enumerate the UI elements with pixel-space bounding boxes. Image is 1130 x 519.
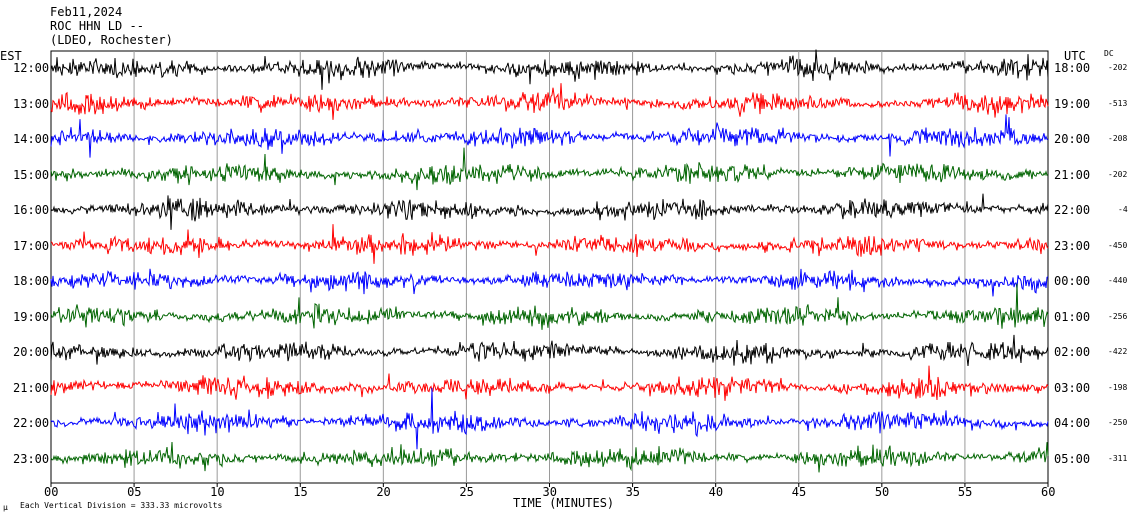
- x-tick-label: 50: [874, 485, 890, 499]
- scale-note: Each Vertical Division = 333.33 microvol…: [20, 501, 223, 510]
- row-label-est: 17:00: [13, 238, 50, 253]
- trace-line: [50, 283, 1049, 330]
- x-axis-title: TIME (MINUTES): [513, 496, 615, 510]
- row-label-utc: 04:00: [1054, 416, 1091, 430]
- right-timezone-label: UTC: [1064, 49, 1086, 63]
- header-station: ROC HHN LD --: [50, 19, 144, 33]
- x-tick-label: 30: [542, 485, 557, 499]
- row-label-utc: 01:00: [1054, 309, 1091, 324]
- row-label-dc: -311: [1108, 453, 1128, 463]
- x-tick-label: 25: [459, 485, 474, 499]
- trace-line: [50, 365, 1049, 401]
- row-label-utc: 00:00: [1054, 274, 1091, 288]
- row-label-dc: -440: [1108, 276, 1128, 285]
- row-label-est: 21:00: [13, 380, 50, 395]
- row-label-dc: -202: [1108, 169, 1128, 179]
- row-label-est: 12:00: [13, 61, 50, 75]
- x-tick-label: 00: [44, 485, 59, 499]
- row-label-utc: 03:00: [1054, 380, 1091, 395]
- row-label-est: 18:00: [13, 274, 50, 288]
- trace-line: [50, 83, 1049, 120]
- header-network: (LDEO, Rochester): [50, 33, 173, 47]
- x-tick-label: 60: [1041, 485, 1056, 499]
- row-label-est: 14:00: [13, 132, 50, 146]
- row-label-dc: -198: [1108, 382, 1128, 392]
- row-label-utc: 23:00: [1054, 238, 1091, 253]
- row-label-utc: 19:00: [1054, 96, 1091, 111]
- x-tick-label: 35: [625, 485, 641, 499]
- row-label-dc: -208: [1108, 134, 1128, 143]
- x-tick-label: 45: [791, 485, 807, 499]
- dc-header-label: DC: [1104, 49, 1114, 58]
- trace-line: [50, 114, 1049, 158]
- row-label-utc: 18:00: [1054, 61, 1091, 75]
- trace-line: [50, 147, 1049, 191]
- x-tick-label: 10: [210, 485, 225, 499]
- header-date: Feb11,2024: [50, 5, 123, 19]
- row-label-est: 16:00: [13, 203, 50, 217]
- trace-lines: [50, 49, 1049, 473]
- microvolt-mark: µ: [3, 503, 8, 512]
- x-tick-label: 55: [957, 485, 973, 499]
- grid-lines: [133, 51, 966, 483]
- row-label-dc: -202: [1108, 63, 1128, 72]
- trace-line: [50, 49, 1049, 90]
- row-label-utc: 22:00: [1054, 203, 1091, 217]
- trace-line: [50, 441, 1049, 473]
- row-label-dc: -513: [1108, 98, 1128, 108]
- row-label-est: 23:00: [13, 451, 50, 466]
- trace-line: [50, 268, 1049, 297]
- row-label-utc: 02:00: [1054, 345, 1091, 359]
- row-label-est: 22:00: [13, 416, 50, 430]
- x-axis-ticks: [50, 483, 1049, 487]
- row-label-utc: 05:00: [1054, 451, 1091, 466]
- row-label-utc: 20:00: [1054, 132, 1091, 146]
- left-timezone-label: EST: [0, 49, 22, 63]
- row-label-est: 19:00: [13, 309, 50, 324]
- x-tick-label: 05: [127, 485, 142, 499]
- trace-line: [50, 193, 1049, 230]
- row-label-est: 20:00: [13, 345, 50, 359]
- x-tick-label: 15: [293, 485, 308, 499]
- trace-line: [50, 224, 1049, 264]
- x-tick-label: 40: [708, 485, 724, 499]
- row-label-dc: -250: [1108, 418, 1128, 427]
- row-label-est: 15:00: [13, 167, 50, 182]
- row-label-dc: -256: [1108, 311, 1128, 321]
- row-label-est: 13:00: [13, 96, 50, 111]
- trace-line: [50, 387, 1049, 450]
- trace-line: [50, 334, 1049, 366]
- row-label-dc: -4: [1118, 205, 1128, 214]
- row-label-dc: -450: [1108, 240, 1128, 250]
- row-label-utc: 21:00: [1054, 167, 1091, 182]
- row-label-dc: -422: [1108, 347, 1128, 356]
- x-tick-label: 20: [376, 485, 391, 499]
